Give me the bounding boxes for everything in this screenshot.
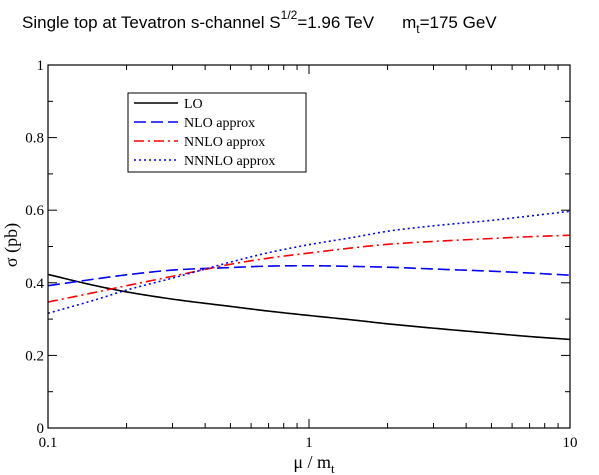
legend-label: LO	[184, 97, 203, 112]
x-axis-title-sub: t	[331, 461, 335, 475]
x-axis-title: μ / mt	[293, 452, 335, 475]
y-tick-label: 0	[37, 421, 45, 437]
title-mass-sub: t	[416, 22, 420, 36]
y-tick-label: 1	[37, 58, 45, 74]
legend-label: NNLO approx	[184, 135, 265, 150]
title-main: Single top at Tevatron s-channel S	[22, 13, 281, 32]
x-tick-label: 0.1	[39, 435, 58, 451]
chart-title: Single top at Tevatron s-channel S1/2=1.…	[22, 8, 497, 36]
axes: 0 0.2 0.4 0.6 0.8 1 0.1 1 10	[25, 58, 577, 451]
y-tick-label: 0.8	[25, 131, 44, 147]
legend-label: NNNLO approx	[184, 154, 275, 169]
series-line-nlo-approx	[47, 264, 571, 287]
y-tick-label: 0.2	[25, 348, 44, 364]
x-tick-label: 1	[305, 435, 313, 451]
y-axis-title: σ (pb)	[1, 223, 22, 267]
plot-frame	[47, 64, 571, 429]
x-axis-title-main: μ / m	[293, 452, 331, 472]
title-sup: 1/2	[281, 8, 298, 22]
series-line-nnnlo-approx	[47, 210, 571, 315]
legend-label: NLO approx	[184, 116, 255, 131]
legend: LO NLO approx NNLO approx NNNLO approx	[127, 92, 307, 173]
legend-box	[127, 92, 307, 173]
title-mass: m	[402, 13, 416, 32]
series-line-nnlo-approx	[47, 234, 571, 303]
y-tick-label: 0.4	[25, 276, 44, 292]
y-tick-label: 0.6	[25, 203, 44, 219]
title-mass-after: =175 GeV	[420, 13, 498, 32]
plot-area	[47, 210, 571, 341]
title-after-sup: =1.96 TeV	[297, 13, 374, 32]
series-line-lo	[47, 273, 571, 341]
x-tick-label: 10	[563, 435, 578, 451]
